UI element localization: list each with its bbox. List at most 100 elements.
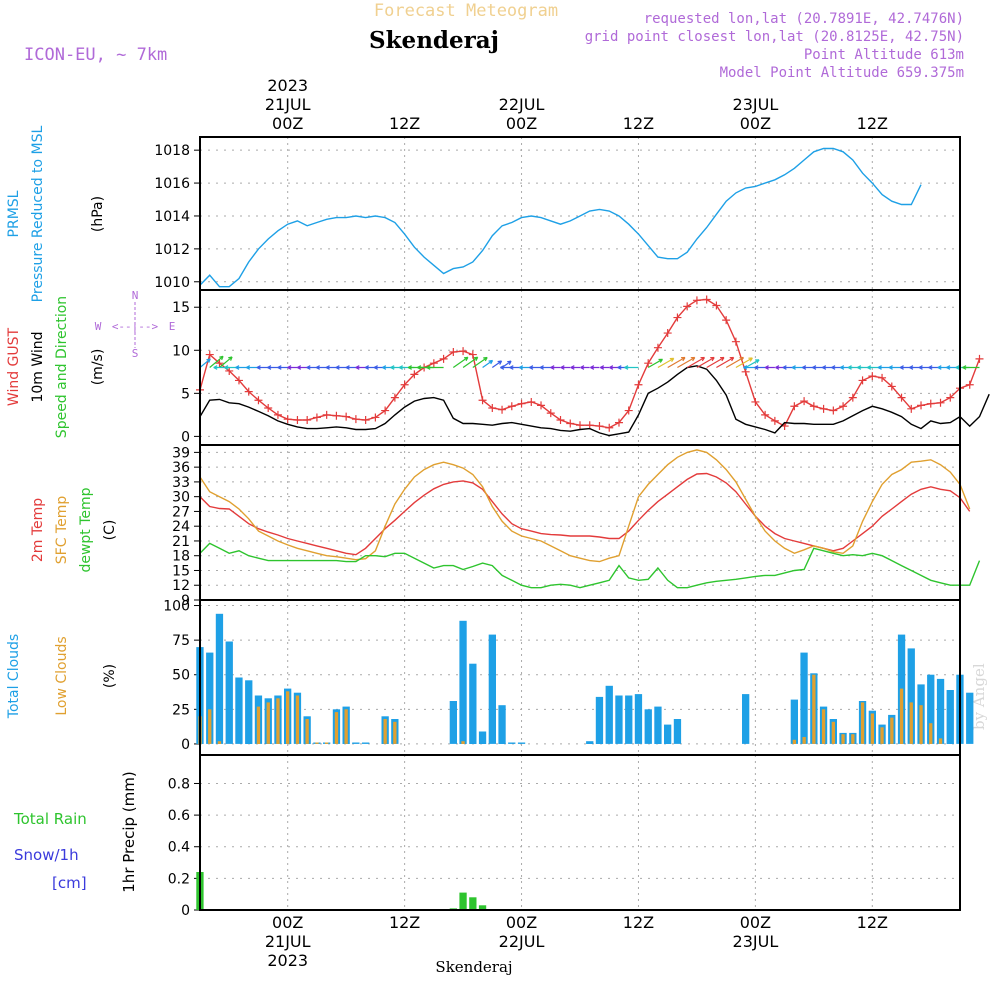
clouds-bar-total-clouds	[664, 724, 672, 744]
bottom-time-label: 2023	[267, 951, 308, 970]
top-time-label: 22JUL	[499, 95, 545, 114]
gust-marker	[439, 354, 448, 363]
clouds-bar-low-clouds	[315, 742, 319, 744]
gust-marker	[254, 396, 263, 405]
clouds-bar-low-clouds	[286, 691, 290, 744]
wind-vector	[267, 365, 278, 370]
wind-vector	[529, 365, 541, 370]
wind-vector	[812, 365, 824, 370]
gust-marker	[312, 413, 321, 422]
gust-marker	[868, 372, 877, 381]
clouds-bar-low-clouds	[792, 739, 796, 744]
clouds-bar-low-clouds	[802, 737, 806, 744]
wind-vector	[539, 365, 551, 370]
wind-vector	[297, 365, 308, 370]
clouds-bar-total-clouds	[206, 652, 214, 744]
gust-marker	[478, 396, 487, 405]
precip-ytick-label: 0.6	[168, 808, 190, 824]
wind-vector	[745, 359, 760, 369]
clouds-bar-total-clouds	[352, 742, 360, 744]
clouds-bar-low-clouds	[821, 709, 826, 744]
clouds-ytick-label: 50	[172, 668, 190, 684]
temperature-series-dewpt-temp	[199, 542, 981, 589]
bottom-time-label: 00Z	[272, 913, 303, 932]
clouds-bar-total-clouds	[498, 705, 506, 744]
footer-location: Skenderaj	[435, 958, 512, 976]
precip-ytick-label: 0.2	[168, 871, 190, 887]
clouds-bar-low-clouds	[217, 741, 222, 744]
clouds-label-0: Total Clouds	[6, 634, 22, 719]
wind-vector	[696, 356, 715, 369]
clouds-bar-total-clouds	[449, 701, 457, 744]
top-time-label: 12Z	[623, 114, 654, 133]
pressure-ytick-label: 1014	[154, 209, 190, 225]
temperature-ytick-label: 15	[172, 563, 190, 579]
clouds-bar-low-clouds	[266, 702, 270, 744]
precip-ytick-label: 0.4	[168, 840, 190, 856]
clouds-bar-total-clouds	[362, 742, 370, 744]
precip-ytick-label: 0.8	[168, 776, 190, 792]
time-axis-layer: 00Z21JUL202300Z21JUL202312Z12Z00Z22JUL00…	[265, 76, 888, 970]
gust-marker	[751, 397, 760, 406]
top-time-label: 21JUL	[265, 95, 311, 114]
gust-marker	[848, 393, 857, 402]
wind-vector	[764, 365, 775, 370]
clouds-bar-low-clouds	[909, 702, 913, 744]
gust-marker	[537, 401, 546, 410]
gust-marker	[351, 415, 360, 424]
temperature-series-2m-temp	[199, 472, 971, 556]
clouds-label-1: Low Clouds	[54, 636, 70, 715]
wind-series-10m-wind	[199, 365, 990, 437]
wind-vector	[209, 355, 224, 368]
pressure-ytick-label: 1016	[154, 176, 190, 192]
wind-vector	[219, 356, 233, 368]
gust-marker	[965, 380, 974, 389]
gust-marker	[234, 376, 243, 385]
clouds-bar-low-clouds	[325, 742, 329, 744]
gridpoint-coordinates: grid point closest lon,lat (20.8125E, 42…	[585, 29, 964, 45]
clouds-bar-total-clouds	[517, 742, 526, 744]
gust-marker	[556, 416, 565, 425]
wind-vector	[609, 365, 619, 370]
compass-n: N	[132, 289, 139, 302]
wind-vector	[677, 356, 696, 369]
clouds-ytick-label: 100	[163, 599, 190, 615]
clouds-bar-total-clouds	[946, 690, 954, 744]
clouds-bar-total-clouds	[225, 641, 233, 744]
gust-marker	[595, 422, 604, 431]
gust-marker	[731, 337, 740, 346]
precip-ytick-label: 0	[181, 903, 190, 919]
gust-marker	[712, 301, 721, 310]
wind-vector	[822, 365, 834, 370]
gust-marker	[790, 402, 799, 411]
bottom-time-label: 12Z	[623, 913, 654, 932]
wind-vector	[306, 365, 317, 370]
gust-marker	[585, 421, 594, 430]
wind-vector	[325, 365, 337, 370]
bottom-time-label: 00Z	[740, 913, 771, 932]
precip-bar-total-rain	[478, 905, 487, 910]
gust-marker	[225, 366, 234, 375]
requested-coordinates: requested lon,lat (20.7891E, 42.7476N)	[644, 11, 964, 27]
gust-marker	[498, 405, 507, 414]
gust-marker	[342, 412, 351, 421]
clouds-bar-low-clouds	[870, 713, 874, 744]
gust-marker	[683, 302, 692, 311]
clouds-bar-total-clouds	[488, 634, 496, 744]
gust-marker	[273, 410, 282, 419]
wind-vector	[657, 357, 675, 369]
gust-marker	[653, 343, 662, 352]
gust-marker	[293, 416, 302, 425]
gust-marker	[946, 393, 955, 402]
gust-marker	[332, 411, 341, 420]
pressure-label-0: PRMSL	[6, 190, 22, 237]
gust-marker	[770, 416, 779, 425]
temperature-ytick-label: 36	[172, 460, 190, 476]
gust-marker	[429, 359, 438, 368]
clouds-ytick-label: 25	[172, 702, 190, 718]
gust-marker	[488, 403, 497, 412]
gust-marker	[576, 421, 584, 430]
wind-vector	[256, 365, 269, 370]
wind-vector	[743, 365, 756, 370]
